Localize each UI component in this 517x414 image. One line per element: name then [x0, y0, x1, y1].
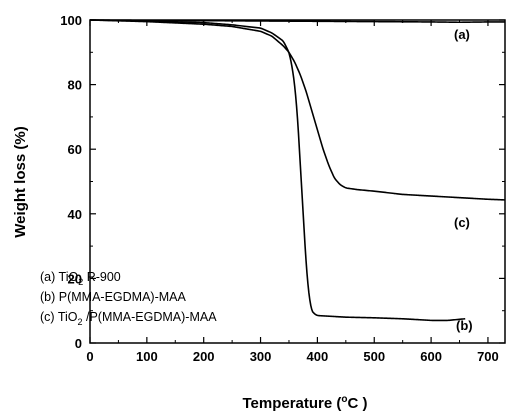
legend-entry-a: (a) TiO2 R-900 [40, 270, 121, 287]
y-tick-label: 100 [60, 13, 82, 28]
x-tick-label: 100 [136, 349, 158, 364]
series-c-line [89, 19, 506, 201]
legend-entry-c-sub: 2 [78, 317, 83, 327]
y-tick-label: 0 [75, 336, 82, 351]
series-b-line [89, 19, 466, 322]
y-tick-label: 40 [68, 207, 82, 222]
x-tick-label: 500 [363, 349, 385, 364]
legend-entry-b-text: (b) P(MMA-EGDMA)-MAA [40, 290, 186, 304]
x-axis-title: Temperature (oC ) [242, 394, 367, 412]
legend-entry-c-text: (c) TiO [40, 310, 78, 324]
x-tick-label: 0 [86, 349, 93, 364]
legend-entry-a-suffix: R-900 [83, 270, 121, 284]
legend-entry-c: (c) TiO2 /P(MMA-EGDMA)-MAA [40, 310, 217, 327]
x-tick-label: 700 [477, 349, 499, 364]
legend-entry-a-sub: 2 [78, 277, 83, 287]
legend-entry-c-suffix: /P(MMA-EGDMA)-MAA [83, 310, 218, 324]
y-axis-title: Weight loss (%) [12, 126, 29, 237]
series-c-label: (c) [454, 215, 470, 230]
series-a-label: (a) [454, 27, 470, 42]
x-tick-label: 600 [420, 349, 442, 364]
y-tick-label: 80 [68, 78, 82, 93]
x-axis-title-degree: o [341, 394, 347, 405]
x-axis-title-main: Temperature ( [242, 395, 341, 412]
x-tick-label: 300 [250, 349, 272, 364]
y-tick-label: 20 [68, 271, 82, 286]
legend: (a) TiO2 R-900 (b) P(MMA-EGDMA)-MAA (c) … [40, 270, 217, 327]
x-tick-label: 400 [307, 349, 329, 364]
x-tick-label: 200 [193, 349, 215, 364]
series-b-label: (b) [456, 318, 473, 333]
legend-entry-b: (b) P(MMA-EGDMA)-MAA [40, 290, 186, 304]
y-tick-label: 60 [68, 142, 82, 157]
x-axis-title-unit: C ) [348, 395, 368, 412]
legend-entry-a-text: (a) TiO [40, 270, 78, 284]
